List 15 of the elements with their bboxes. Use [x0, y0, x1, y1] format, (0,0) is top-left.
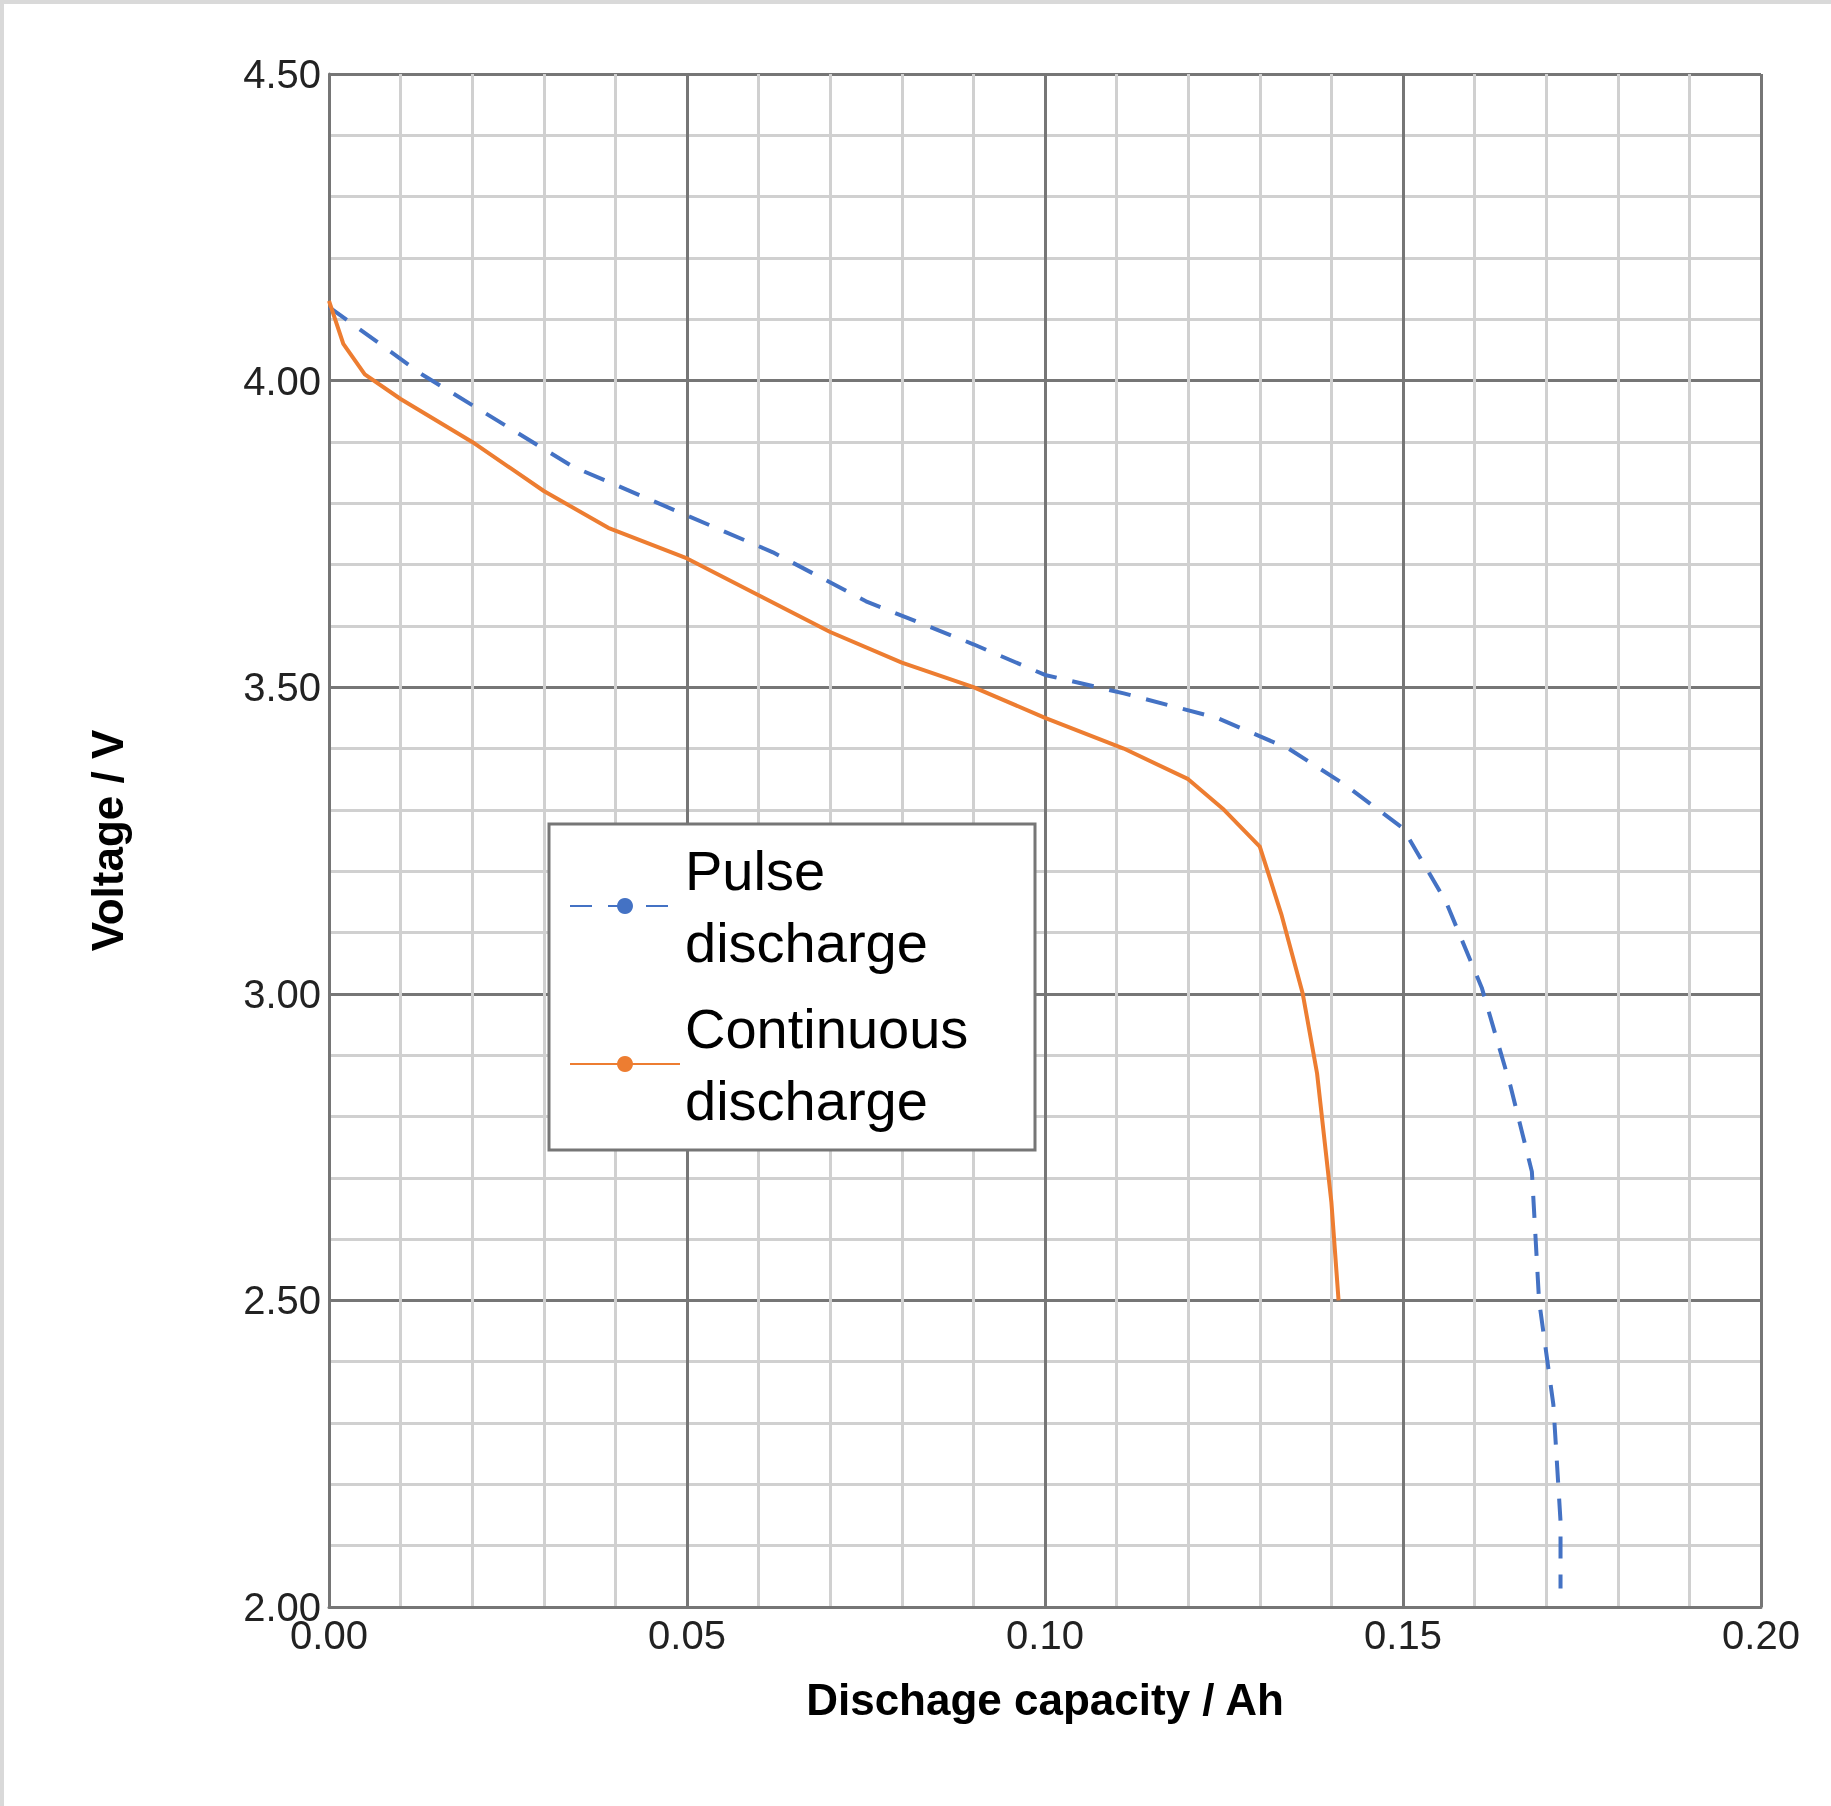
y-axis-title: Voltage / V	[82, 729, 132, 952]
y-tick-label: 3.50	[243, 665, 321, 710]
legend-label: Pulse discharge	[685, 838, 928, 974]
line-series	[327, 298, 1341, 1303]
x-tick-label: 0.10	[1006, 1613, 1084, 1657]
line-series	[327, 305, 1563, 1591]
x-axis-title: Dischage capacity / Ah	[806, 1674, 1284, 1724]
legend-label: Continuous discharge	[685, 996, 984, 1132]
y-tick-label: 2.50	[243, 1278, 321, 1323]
y-tick-label: 4.50	[243, 52, 321, 96]
x-tick-label: 0.15	[1364, 1613, 1442, 1657]
y-tick-label: 3.00	[243, 971, 321, 1016]
x-tick-label: 0.05	[648, 1613, 726, 1657]
x-tick-label: 0.20	[1722, 1613, 1800, 1657]
y-tick-label: 4.00	[243, 358, 321, 403]
